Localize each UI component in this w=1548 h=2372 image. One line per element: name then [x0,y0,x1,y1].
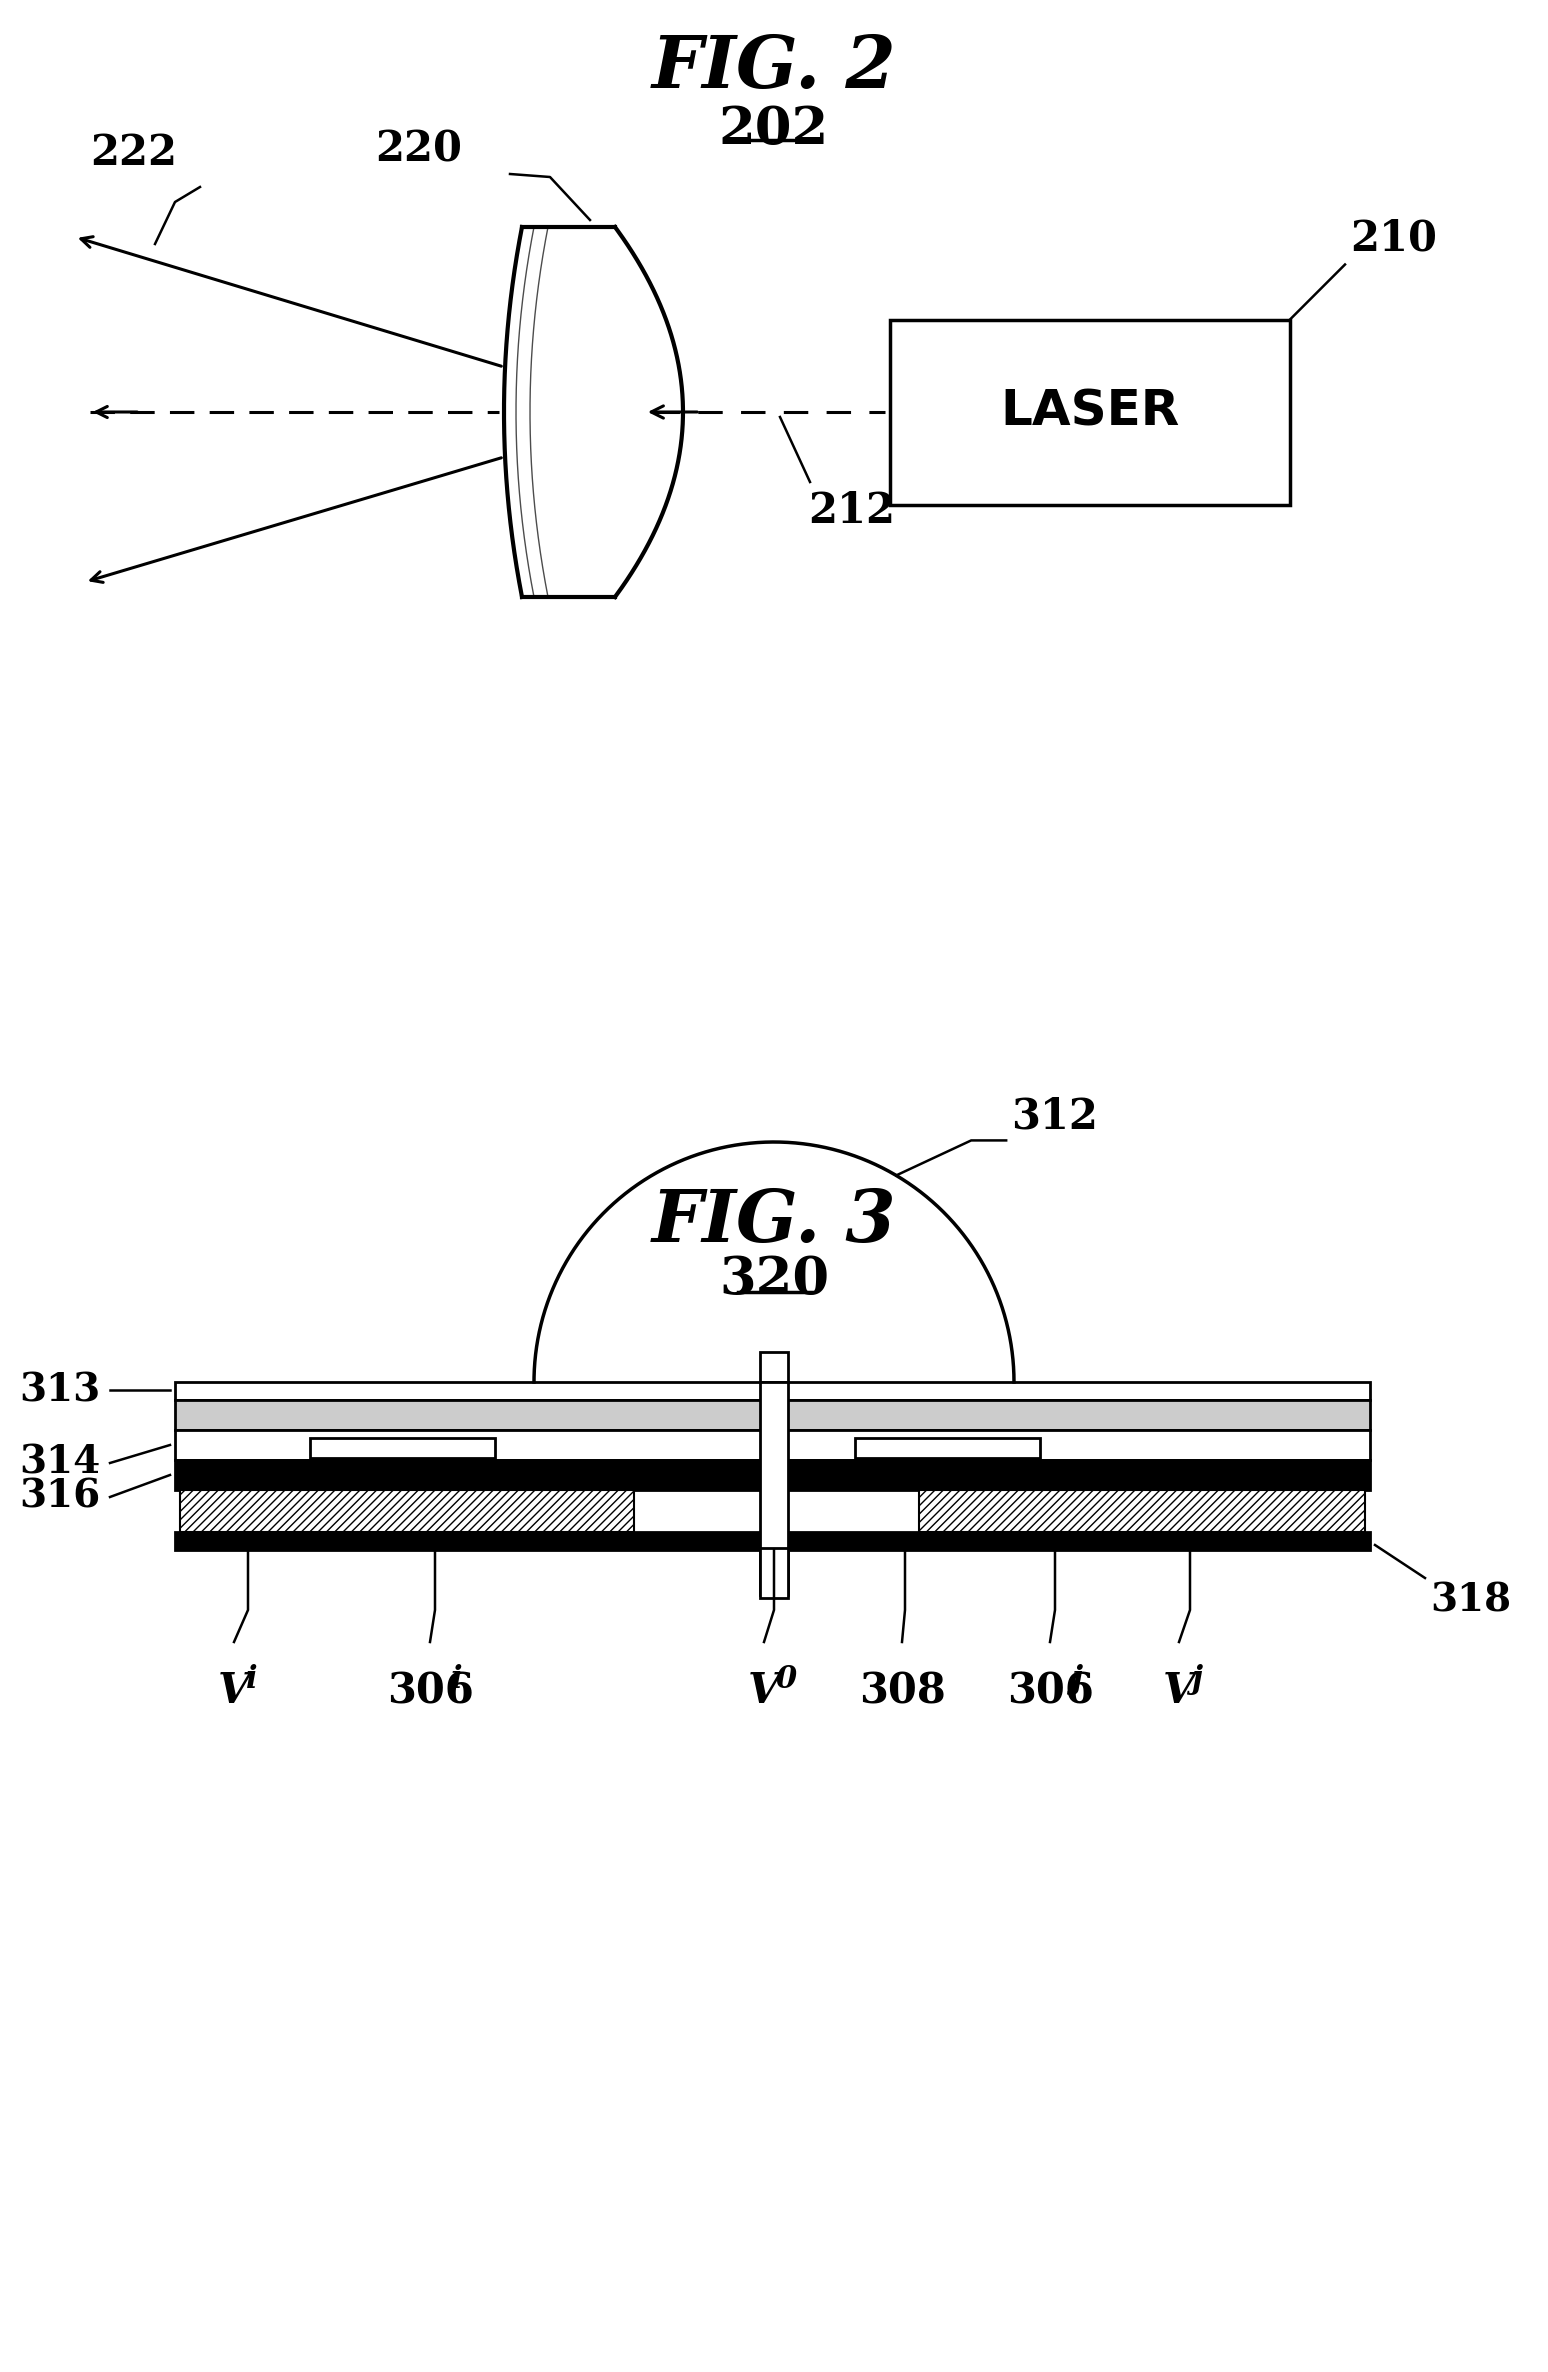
Bar [175,1383,1370,1399]
Text: V: V [218,1670,251,1713]
Text: j: j [1190,1665,1201,1696]
Bar [760,1549,788,1599]
Bar [890,320,1289,505]
Text: V: V [1163,1670,1195,1713]
Text: 313: 313 [19,1371,101,1409]
Text: FIG. 3: FIG. 3 [652,1186,896,1257]
Text: 306: 306 [1006,1670,1093,1713]
Text: 212: 212 [808,491,895,531]
Text: 202: 202 [718,104,830,154]
Text: 320: 320 [718,1255,830,1305]
Text: 314: 314 [19,1445,101,1482]
Bar [175,1399,1370,1430]
Text: 210: 210 [1350,218,1437,259]
Text: j: j [1071,1665,1082,1696]
Bar [854,1437,1040,1459]
Bar [175,1461,1370,1490]
Text: 312: 312 [1011,1096,1098,1139]
Text: i: i [246,1665,257,1696]
Bar [175,1532,1370,1549]
Text: 222: 222 [90,133,176,173]
Text: FIG. 2: FIG. 2 [652,31,896,102]
Text: V: V [748,1670,780,1713]
Text: 308: 308 [859,1670,946,1713]
Text: 220: 220 [375,128,461,171]
Text: 0: 0 [776,1665,797,1696]
Text: 306: 306 [387,1670,474,1713]
Text: i: i [450,1665,463,1696]
Bar [310,1437,495,1459]
Text: LASER: LASER [1000,389,1180,436]
Bar [760,1383,788,1594]
Bar [180,1490,635,1532]
Text: 316: 316 [19,1478,101,1516]
Bar [760,1352,788,1383]
Bar [920,1490,1365,1532]
Bar [175,1430,1370,1461]
Text: 318: 318 [1430,1582,1511,1620]
